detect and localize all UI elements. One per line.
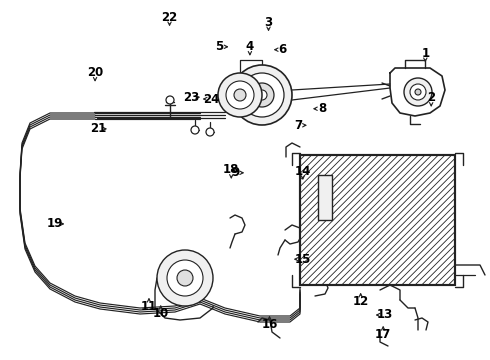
Circle shape xyxy=(250,83,274,107)
Circle shape xyxy=(234,89,246,101)
Circle shape xyxy=(167,260,203,296)
Text: 24: 24 xyxy=(203,93,220,105)
Circle shape xyxy=(157,250,213,306)
Bar xyxy=(300,155,455,285)
Text: 5: 5 xyxy=(216,40,223,53)
Circle shape xyxy=(226,81,254,109)
Text: 7: 7 xyxy=(294,119,302,132)
Circle shape xyxy=(257,90,267,100)
Text: 11: 11 xyxy=(141,300,157,313)
Text: 10: 10 xyxy=(152,307,169,320)
Bar xyxy=(318,175,332,220)
Text: 4: 4 xyxy=(246,40,254,53)
Text: 18: 18 xyxy=(223,163,240,176)
Text: 20: 20 xyxy=(87,66,103,79)
Bar xyxy=(300,155,455,285)
Circle shape xyxy=(240,73,284,117)
Circle shape xyxy=(415,89,421,95)
Circle shape xyxy=(218,73,262,117)
Text: 1: 1 xyxy=(421,47,429,60)
Circle shape xyxy=(410,84,426,100)
Text: 2: 2 xyxy=(427,91,435,104)
Text: 3: 3 xyxy=(265,16,272,29)
Circle shape xyxy=(166,96,174,104)
Text: 15: 15 xyxy=(294,253,311,266)
Text: 6: 6 xyxy=(279,43,287,56)
Text: 22: 22 xyxy=(161,11,178,24)
Text: 8: 8 xyxy=(318,102,326,115)
Circle shape xyxy=(191,126,199,134)
Text: 23: 23 xyxy=(183,91,199,104)
Circle shape xyxy=(206,128,214,136)
Text: 17: 17 xyxy=(375,328,392,341)
Text: 12: 12 xyxy=(352,295,369,308)
Text: 16: 16 xyxy=(261,318,278,331)
Text: 9: 9 xyxy=(231,166,239,179)
Circle shape xyxy=(177,270,193,286)
Circle shape xyxy=(232,65,292,125)
Text: 13: 13 xyxy=(376,309,393,321)
Text: 19: 19 xyxy=(47,217,64,230)
Text: 21: 21 xyxy=(90,122,106,135)
Circle shape xyxy=(404,78,432,106)
Text: 14: 14 xyxy=(294,165,311,177)
